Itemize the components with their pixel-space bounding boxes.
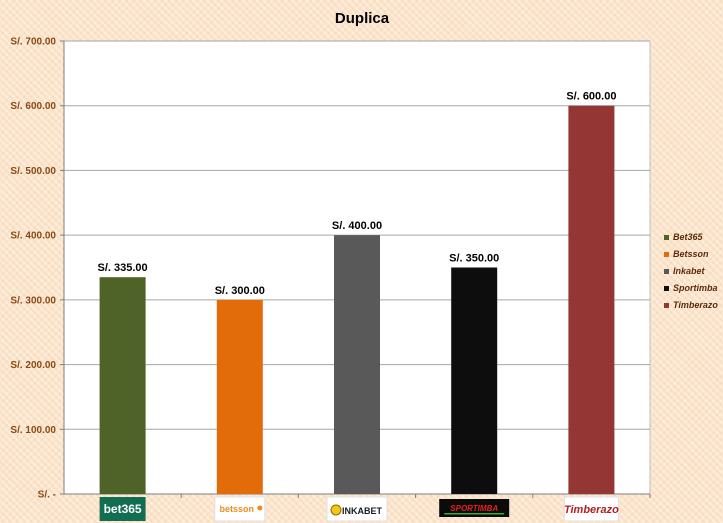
- logo-text: bet365: [104, 502, 142, 516]
- logo-text: betsson: [220, 504, 255, 514]
- data-label: S/. 600.00: [566, 91, 616, 103]
- data-label: S/. 300.00: [215, 285, 265, 297]
- legend-swatch: [664, 252, 669, 257]
- logo-background: [214, 496, 266, 522]
- y-tick-label: S/. 700.00: [10, 37, 56, 48]
- logo-background: [439, 499, 510, 517]
- legend-swatch: [664, 303, 669, 308]
- legend-swatch: [664, 269, 669, 274]
- chart-title: Duplica: [335, 10, 390, 27]
- logo-background: [563, 496, 619, 522]
- y-tick-label: S/. 100.00: [10, 425, 56, 436]
- y-axis: S/. - S/. 100.00 S/. 200.00 S/. 300.00 S/. 4…: [10, 37, 651, 501]
- logo-mark-icon: [330, 504, 342, 516]
- bars: [99, 105, 615, 494]
- logo-background: [99, 497, 146, 521]
- data-labels: S/. 335.00 S/. 300.00 S/. 400.00 S/. 350.00…: [98, 91, 617, 297]
- legend: Bet365 Betsson Inkabet Sportimba Timberazo: [664, 232, 718, 310]
- timberazo-logo: Timberazo: [563, 496, 619, 522]
- sportimba-logo: SPORTIMBA: [439, 499, 510, 517]
- inkabet-logo: INKABET: [326, 496, 388, 522]
- legend-label: Bet365: [673, 232, 704, 242]
- bar-inkabet: [334, 235, 380, 494]
- logo-underline: [444, 513, 505, 515]
- legend-label: Betsson: [673, 249, 709, 259]
- legend-swatch: [664, 286, 669, 291]
- legend-label: Sportimba: [673, 283, 718, 293]
- bar-timberazo: [568, 105, 615, 494]
- logo-mark-icon: [257, 505, 263, 511]
- y-tick-label: S/. 400.00: [10, 231, 56, 242]
- legend-label: Timberazo: [673, 300, 718, 310]
- y-tick-label: S/. 500.00: [10, 166, 56, 177]
- x-axis-logos: bet365 betsson INKABET SPORTIMBA Timberazo: [99, 496, 619, 522]
- gridlines: [64, 40, 650, 430]
- data-label: S/. 335.00: [98, 262, 148, 274]
- bar-betsson: [216, 299, 263, 494]
- y-tick-label: S/. 600.00: [10, 101, 56, 112]
- y-tick-label: S/. 200.00: [10, 360, 56, 371]
- bar-bet365: [99, 277, 146, 494]
- y-tick-label: S/. 300.00: [10, 295, 56, 306]
- y-tick-label: S/. -: [38, 490, 56, 501]
- betsson-logo: betsson: [214, 496, 266, 522]
- data-label: S/. 400.00: [332, 220, 382, 232]
- legend-swatch: [664, 235, 669, 240]
- logo-text: SPORTIMBA: [450, 504, 498, 513]
- logo-text: INKABET: [342, 506, 383, 516]
- data-label: S/. 350.00: [449, 253, 499, 265]
- bet365-logo: bet365: [99, 497, 146, 521]
- legend-label: Inkabet: [673, 266, 706, 276]
- logo-text: Timberazo: [564, 504, 619, 516]
- bar-sportimba: [451, 267, 498, 494]
